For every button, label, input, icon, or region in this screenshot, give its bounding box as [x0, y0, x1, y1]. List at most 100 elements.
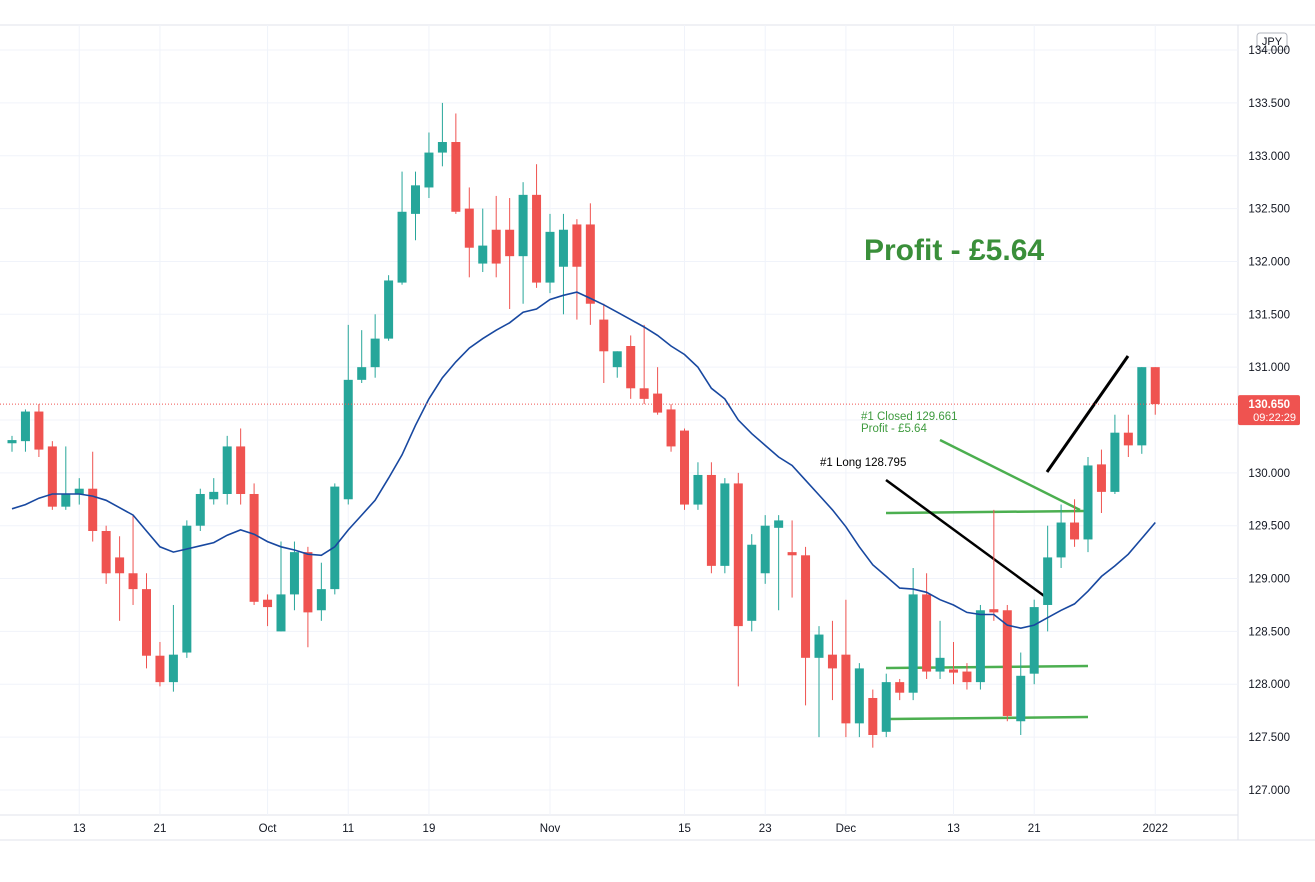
candle-body	[975, 610, 985, 683]
candle-body	[370, 338, 380, 368]
y-tick-label: 128.000	[1248, 679, 1290, 691]
x-tick-label: 2022	[1142, 823, 1168, 835]
candle-body	[720, 483, 730, 566]
candle-body	[289, 552, 299, 595]
candles	[7, 102, 1160, 748]
candle-body	[168, 654, 178, 683]
candle-body	[195, 493, 205, 526]
candle-body	[330, 486, 340, 590]
y-tick-label: 128.500	[1248, 626, 1290, 638]
annotation: #1 Long 128.795	[820, 457, 906, 469]
candle-body	[653, 393, 663, 413]
candle-body	[572, 224, 582, 267]
candle-body	[1043, 557, 1053, 605]
drawings	[885, 355, 1130, 721]
candle-body	[491, 229, 501, 264]
y-tick-label: 132.500	[1248, 204, 1290, 216]
candle-body	[316, 589, 326, 611]
candle-body	[464, 208, 474, 248]
x-tick-label: 13	[947, 823, 960, 835]
y-tick-label: 132.000	[1248, 256, 1290, 268]
candle-body	[585, 224, 595, 304]
annotation: Profit - £5.64	[861, 423, 927, 435]
y-tick-label: 127.500	[1248, 732, 1290, 744]
candle-body	[222, 446, 232, 494]
x-tick-label: Nov	[540, 823, 561, 835]
x-tick-label: 11	[342, 823, 354, 835]
candle-body	[922, 594, 932, 672]
candle-body	[1016, 675, 1026, 722]
candle-body	[962, 671, 972, 683]
candle-body	[787, 552, 797, 556]
candle-body	[437, 142, 447, 153]
candle-body	[733, 483, 743, 627]
candle-body	[209, 491, 219, 500]
candle-body	[128, 573, 138, 590]
x-tick-label: 13	[73, 823, 86, 835]
candle-body	[854, 668, 864, 724]
trend-line	[1045, 355, 1130, 473]
candle-body	[115, 557, 125, 574]
candle-body	[20, 411, 30, 442]
candle-body	[680, 430, 689, 505]
candle-body	[397, 211, 407, 283]
x-tick-label: Dec	[836, 823, 857, 835]
candle-body	[935, 657, 945, 672]
candle-body	[74, 488, 84, 494]
support-line	[885, 715, 1089, 721]
last-price-label: 130.650	[1248, 399, 1290, 411]
exit-level-line	[885, 509, 1086, 515]
x-tick-label: 23	[759, 823, 772, 835]
candle-body	[1150, 367, 1160, 405]
y-tick-label: 131.500	[1248, 309, 1290, 321]
candle-body	[626, 346, 636, 389]
candle-body	[949, 669, 958, 673]
candle-body	[101, 530, 111, 574]
candle-body	[814, 634, 824, 658]
y-tick-label: 129.000	[1248, 574, 1290, 586]
candle-body	[558, 229, 568, 267]
candle-body	[612, 351, 622, 368]
currency-badge	[1256, 32, 1288, 51]
candle-body	[1070, 522, 1080, 540]
candle-body	[88, 488, 98, 531]
candle-body	[1123, 432, 1133, 446]
grid	[0, 25, 1238, 815]
candle-body	[236, 446, 246, 494]
candle-body	[868, 697, 878, 735]
countdown-label: 09:22:29	[1253, 412, 1296, 424]
y-tick-label: 131.000	[1248, 362, 1290, 374]
candle-body	[142, 589, 151, 656]
candle-body	[451, 142, 461, 212]
candle-body	[760, 525, 770, 574]
candle-body	[1002, 610, 1012, 716]
currency-label: JPY	[1262, 36, 1283, 48]
candle-body	[666, 409, 676, 447]
y-tick-label: 130.000	[1248, 468, 1290, 480]
candle-body	[263, 599, 273, 608]
x-tick-label: 21	[154, 823, 167, 835]
x-tick-label: 21	[1028, 823, 1041, 835]
candle-body	[908, 594, 918, 693]
headline: Profit - £5.64	[864, 234, 1044, 267]
candle-body	[827, 654, 837, 669]
candle-body	[693, 474, 703, 505]
candle-body	[518, 194, 528, 257]
candle-body	[34, 411, 44, 450]
last-price-badge	[1238, 395, 1300, 426]
candle-body	[639, 388, 649, 399]
candle-body	[411, 185, 420, 214]
candle-body	[303, 552, 313, 613]
candle-body	[1137, 367, 1147, 446]
x-tick-label: 19	[423, 823, 436, 835]
candle-body	[276, 594, 286, 632]
candle-body	[343, 379, 353, 500]
candle-body	[1029, 607, 1039, 674]
candle-body	[895, 682, 905, 693]
candle-body	[47, 446, 57, 507]
candle-body	[249, 493, 259, 602]
exit-arrow	[939, 438, 1081, 512]
candle-body	[357, 367, 367, 380]
candle-body	[424, 152, 434, 188]
